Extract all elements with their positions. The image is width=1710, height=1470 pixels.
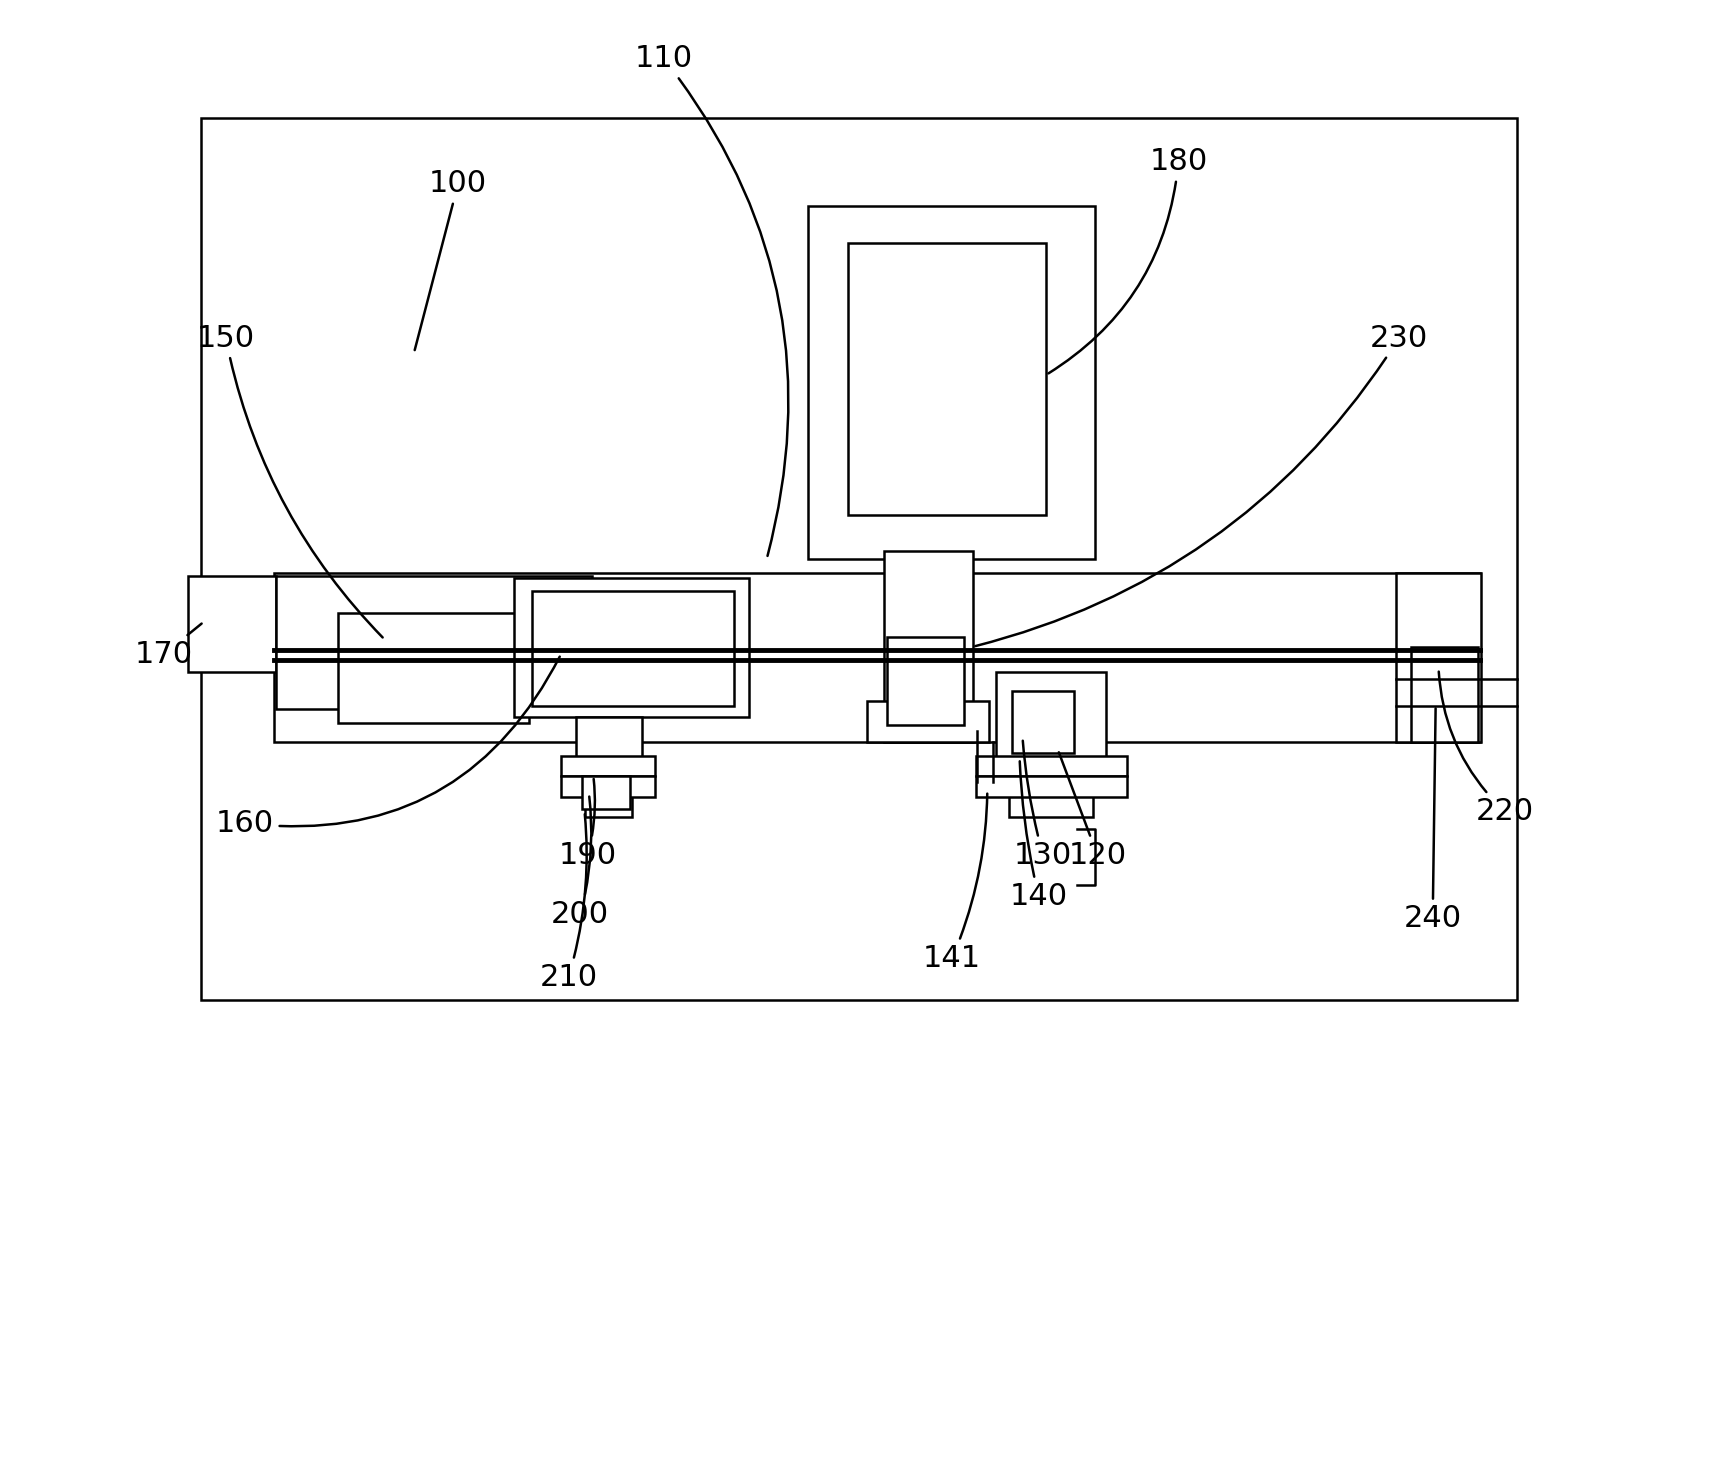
Text: 141: 141 [923, 794, 987, 973]
Bar [867, 701, 988, 742]
Text: 220: 220 [1438, 672, 1534, 826]
Bar [274, 573, 1479, 742]
Bar [561, 776, 655, 797]
Text: 180: 180 [1048, 147, 1207, 373]
Bar [975, 776, 1127, 797]
Bar [561, 756, 655, 776]
Bar [188, 576, 275, 672]
Bar [1395, 573, 1481, 742]
Bar [515, 578, 749, 717]
Text: 210: 210 [539, 814, 597, 992]
Text: 110: 110 [634, 44, 788, 556]
Bar [200, 118, 1517, 1000]
Bar [975, 756, 1127, 776]
Text: 240: 240 [1404, 709, 1462, 933]
Bar [887, 637, 964, 725]
Bar [1012, 691, 1074, 753]
Bar [581, 776, 629, 809]
Text: 140: 140 [1009, 761, 1067, 911]
Bar [997, 672, 1106, 782]
Text: 160: 160 [215, 657, 559, 838]
Text: 230: 230 [975, 323, 1428, 647]
Bar [337, 613, 528, 723]
Bar [275, 576, 592, 709]
Text: 150: 150 [197, 323, 383, 638]
Bar [585, 779, 631, 817]
Bar [884, 551, 973, 742]
Text: 100: 100 [416, 169, 487, 350]
Text: 120: 120 [1058, 753, 1127, 870]
Bar [1411, 647, 1477, 742]
Bar [576, 717, 641, 782]
Text: 200: 200 [551, 797, 609, 929]
Bar [807, 206, 1094, 559]
Text: 190: 190 [559, 779, 617, 870]
Text: 170: 170 [135, 623, 202, 669]
Text: 130: 130 [1014, 741, 1072, 870]
Bar [532, 591, 735, 706]
Bar [848, 243, 1047, 514]
Bar [1009, 779, 1093, 817]
